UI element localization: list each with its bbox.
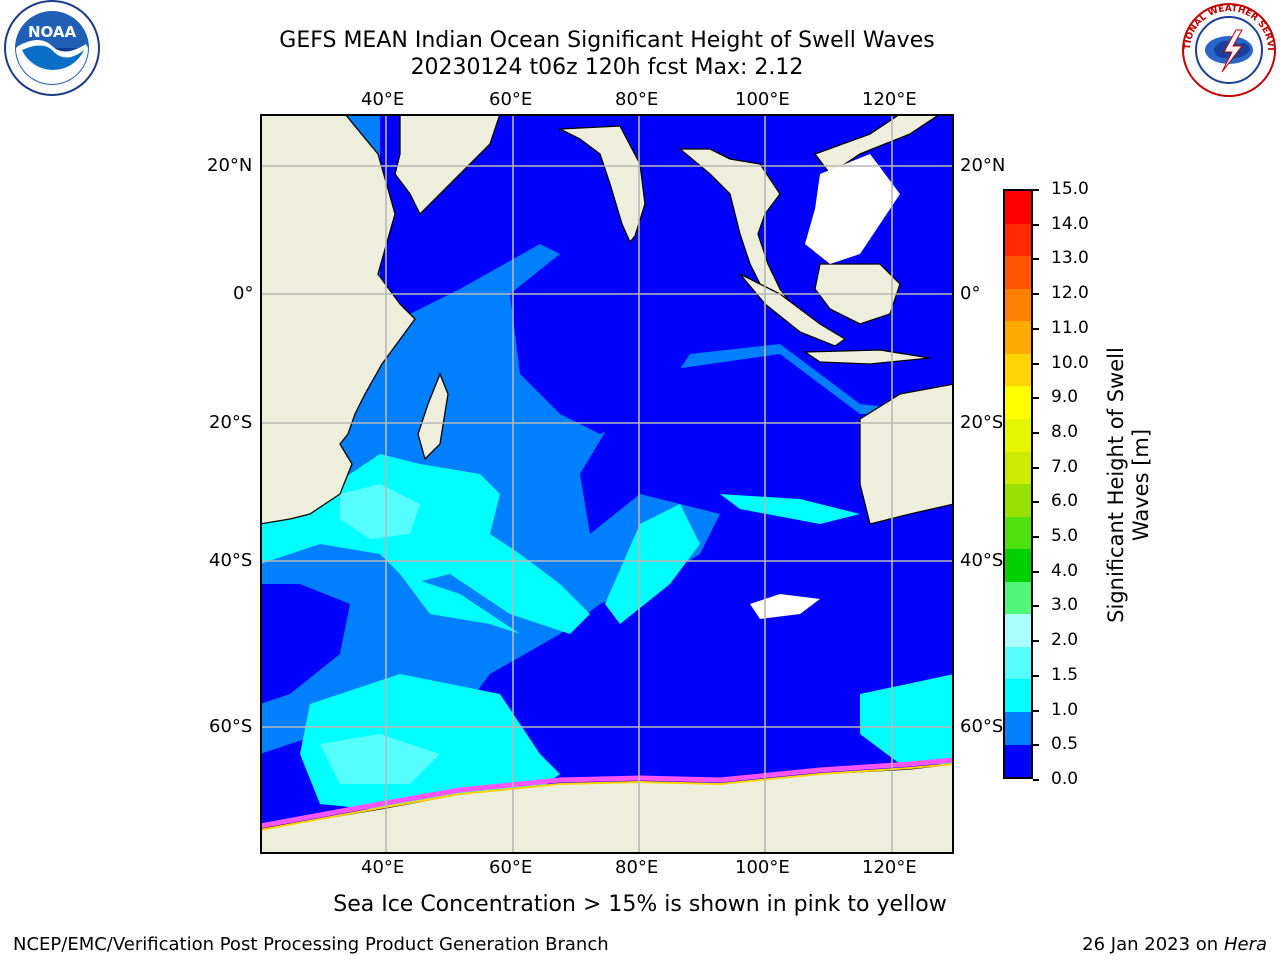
- colorbar-tick-label: 6.0: [1051, 491, 1079, 511]
- colorbar-tick-mark: [1033, 675, 1039, 677]
- colorbar-tick-mark: [1033, 571, 1039, 573]
- colorbar-ticks: 15.0 14.0 13.0 12.0 11.0 10.0 9.0 8.0 7.0 6.0 5.0 4…: [1033, 180, 1093, 788]
- colorbar-tick-label: 12.0: [1051, 283, 1089, 303]
- colorbar-tick-label: 13.0: [1051, 248, 1089, 268]
- colorbar-tick-label: 0.0: [1051, 769, 1079, 789]
- colorbar-tick-mark: [1033, 224, 1039, 226]
- lon-label-top-40e: 40°E: [361, 89, 405, 110]
- colorbar-tick-label: 1.0: [1051, 700, 1079, 720]
- colorbar-segment: [1005, 679, 1031, 712]
- lon-label-bottom-120e: 120°E: [862, 857, 917, 878]
- colorbar-label: Significant Height of Swell Waves [m]: [1104, 285, 1154, 685]
- colorbar-segment: [1005, 516, 1031, 550]
- colorbar-tick-label: 15.0: [1051, 179, 1089, 199]
- colorbar-tick-mark: [1033, 640, 1039, 642]
- lat-label-right-60s: 60°S: [960, 716, 1004, 737]
- colorbar-tick-mark: [1033, 744, 1039, 746]
- colorbar-tick-mark: [1033, 293, 1039, 295]
- colorbar-segment: [1005, 418, 1031, 452]
- lat-label-left-20n: 20°N: [207, 155, 253, 176]
- colorbar-tick-label: 0.5: [1051, 734, 1079, 754]
- lat-label-left-60s: 60°S: [209, 716, 253, 737]
- colorbar-segment: [1005, 353, 1031, 387]
- graticule: [260, 114, 954, 854]
- footer-credit: NCEP/EMC/Verification Post Processing Pr…: [13, 934, 609, 955]
- colorbar-tick-label: 8.0: [1051, 422, 1079, 442]
- colorbar-segment: [1005, 646, 1031, 680]
- colorbar-segment: [1005, 712, 1031, 745]
- colorbar: [1003, 189, 1033, 779]
- colorbar-tick-mark: [1033, 397, 1039, 399]
- sea-ice-edge: [260, 757, 954, 829]
- colorbar-tick-mark: [1033, 779, 1039, 781]
- map-frame: [260, 114, 954, 854]
- footer-host: Hera: [1223, 934, 1267, 955]
- lat-label-right-40s: 40°S: [960, 550, 1004, 571]
- colorbar-segment: [1005, 744, 1031, 778]
- colorbar-tick-mark: [1033, 605, 1039, 607]
- colorbar-tick-label: 11.0: [1051, 318, 1089, 338]
- colorbar-tick-label: 1.5: [1051, 665, 1079, 685]
- lon-label-bottom-60e: 60°E: [489, 857, 533, 878]
- colorbar-tick-mark: [1033, 467, 1039, 469]
- lon-label-top-100e: 100°E: [735, 89, 790, 110]
- colorbar-tick-label: 2.0: [1051, 630, 1079, 650]
- lat-label-left-0: 0°: [233, 283, 254, 304]
- colorbar-tick-mark: [1033, 432, 1039, 434]
- swell-band-peak: [320, 484, 440, 784]
- colorbar-tick-label: 14.0: [1051, 214, 1089, 234]
- colorbar-segment: [1005, 288, 1031, 322]
- lat-label-right-0: 0°: [960, 283, 981, 304]
- lat-label-right-20s: 20°S: [960, 412, 1004, 433]
- sea-ice-edge-core: [260, 763, 954, 831]
- lat-label-left-40s: 40°S: [209, 550, 253, 571]
- footer-date: 26 Jan 2023 on Hera: [1082, 934, 1267, 955]
- colorbar-tick-mark: [1033, 258, 1039, 260]
- lon-label-bottom-40e: 40°E: [361, 857, 405, 878]
- colorbar-tick-mark: [1033, 328, 1039, 330]
- nws-logo-icon: NATIONAL WEATHER SERVICE: [1178, 0, 1276, 97]
- map-title: GEFS MEAN Indian Ocean Significant Heigh…: [279, 28, 935, 53]
- lon-label-top-120e: 120°E: [862, 89, 917, 110]
- lon-label-bottom-100e: 100°E: [735, 857, 790, 878]
- lon-label-top-60e: 60°E: [489, 89, 533, 110]
- swell-height-map: [260, 114, 954, 854]
- lon-label-top-80e: 80°E: [615, 89, 659, 110]
- colorbar-tick-label: 7.0: [1051, 457, 1079, 477]
- colorbar-segment: [1005, 386, 1031, 419]
- colorbar-tick-mark: [1033, 363, 1039, 365]
- colorbar-tick-label: 3.0: [1051, 595, 1079, 615]
- colorbar-tick-label: 4.0: [1051, 561, 1079, 581]
- colorbar-tick-mark: [1033, 710, 1039, 712]
- lat-label-left-20s: 20°S: [209, 412, 253, 433]
- colorbar-segment: [1005, 581, 1031, 615]
- colorbar-tick-mark: [1033, 189, 1039, 191]
- colorbar-segment: [1005, 451, 1031, 485]
- colorbar-segment: [1005, 321, 1031, 354]
- colorbar-label-line1: Significant Height of Swell: [1104, 347, 1128, 623]
- colorbar-segment: [1005, 223, 1031, 257]
- sea-ice-note: Sea Ice Concentration > 15% is shown in …: [333, 892, 947, 917]
- colorbar-segment: [1005, 549, 1031, 582]
- colorbar-tick-mark: [1033, 501, 1039, 503]
- colorbar-segment: [1005, 614, 1031, 647]
- svg-text:NOAA: NOAA: [28, 23, 77, 41]
- colorbar-segment: [1005, 484, 1031, 517]
- colorbar-tick-label: 5.0: [1051, 526, 1079, 546]
- colorbar-tick-label: 9.0: [1051, 387, 1079, 407]
- colorbar-tick-mark: [1033, 536, 1039, 538]
- colorbar-segment: [1005, 191, 1031, 224]
- colorbar-label-line2: Waves [m]: [1129, 428, 1153, 542]
- footer-date-text: 26 Jan 2023 on: [1082, 934, 1224, 955]
- colorbar-tick-label: 10.0: [1051, 353, 1089, 373]
- no-data-area: [750, 154, 900, 619]
- colorbar-segment: [1005, 256, 1031, 289]
- lat-label-right-20n: 20°N: [960, 155, 1006, 176]
- lon-label-bottom-80e: 80°E: [615, 857, 659, 878]
- landmass: [260, 114, 954, 854]
- map-subtitle: 20230124 t06z 120h fcst Max: 2.12: [410, 55, 804, 80]
- noaa-logo-icon: NOAA: [4, 0, 100, 96]
